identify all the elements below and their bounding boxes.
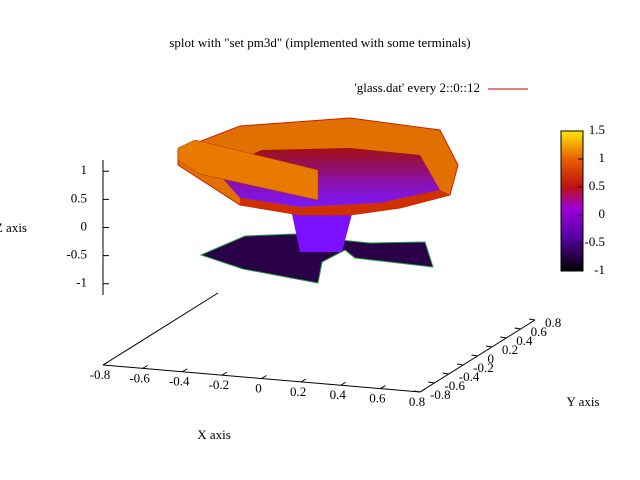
y-tick-label: 0.2 <box>502 342 518 357</box>
x-tick <box>261 375 267 379</box>
base-edge <box>102 292 219 366</box>
cb-tick-label: 0 <box>599 206 606 221</box>
z-tick-label: -0.5 <box>66 247 87 262</box>
z-tick-label: 0.5 <box>71 190 87 205</box>
z-tick-label: 1 <box>81 162 88 177</box>
x-axis-label: X axis <box>197 427 231 442</box>
x-tick <box>300 378 307 383</box>
x-tick <box>102 361 109 366</box>
y-tick-label: -0.2 <box>473 360 494 375</box>
x-tick-label: -0.8 <box>90 367 111 382</box>
x-tick-label: 0.2 <box>290 384 306 399</box>
y-tick <box>413 390 421 393</box>
y-tick-label: -0.8 <box>430 387 451 402</box>
z-tick-label: 0 <box>81 218 88 233</box>
cb-tick-label: -1 <box>594 262 605 277</box>
y-tick-label: -0.6 <box>444 378 465 393</box>
y-tick-label: 0.8 <box>545 315 561 330</box>
cb-tick-label: 0.5 <box>589 178 605 193</box>
y-tick <box>428 381 435 384</box>
y-axis-label: Y axis <box>566 394 599 409</box>
surface <box>177 117 459 284</box>
z-axis-label: Z axis <box>0 220 27 235</box>
x-tick <box>142 364 148 369</box>
y-tick-label: 0 <box>488 351 495 366</box>
x-tick <box>419 388 426 393</box>
x-tick <box>181 368 188 373</box>
z-tick-label: -1 <box>76 275 87 290</box>
cb-tick-label: -0.5 <box>584 234 605 249</box>
y-tick <box>471 354 478 357</box>
y-tick <box>514 327 521 330</box>
x-tick-label: 0.6 <box>369 391 386 406</box>
y-tick <box>442 372 449 375</box>
legend-label: 'glass.dat' every 2::0::12 <box>354 80 480 95</box>
y-tick-label: 0.6 <box>531 324 548 339</box>
y-tick <box>500 336 507 339</box>
x-tick-label: 0.4 <box>330 387 347 402</box>
y-tick-label: 0.4 <box>516 333 533 348</box>
colorbar <box>560 130 584 272</box>
y-tick <box>457 363 464 366</box>
cb-tick-label: 1 <box>599 150 606 165</box>
x-tick-label: -0.4 <box>169 374 190 389</box>
x-tick <box>380 385 386 390</box>
x-tick-label: -0.2 <box>209 377 230 392</box>
y-tick <box>485 345 492 348</box>
x-tick-label: 0 <box>255 380 262 395</box>
x-tick <box>221 371 228 376</box>
x-tick-label: -0.6 <box>129 370 150 385</box>
cb-tick-label: 1.5 <box>589 122 605 137</box>
y-tick-label: -0.4 <box>459 369 480 384</box>
x-tick <box>340 381 347 386</box>
chart-title: splot with "set pm3d" (implemented with … <box>169 35 470 50</box>
x-tick-label: 0.8 <box>409 394 425 409</box>
y-tick <box>528 318 536 321</box>
